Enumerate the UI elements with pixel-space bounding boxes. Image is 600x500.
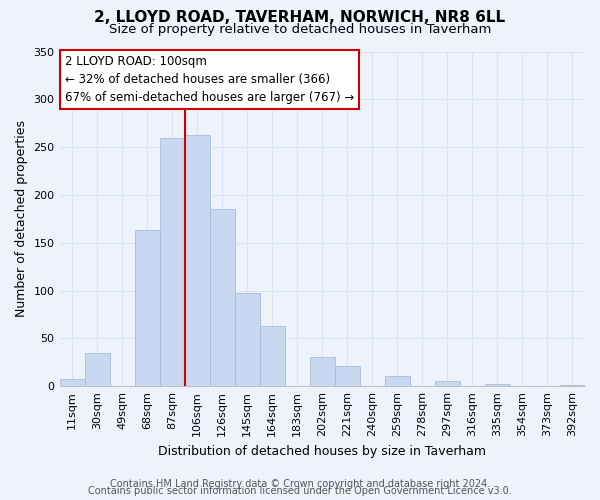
Bar — [560, 385, 585, 386]
Bar — [335, 366, 360, 386]
Text: 2 LLOYD ROAD: 100sqm
← 32% of detached houses are smaller (366)
67% of semi-deta: 2 LLOYD ROAD: 100sqm ← 32% of detached h… — [65, 55, 354, 104]
Text: Contains public sector information licensed under the Open Government Licence v3: Contains public sector information licen… — [88, 486, 512, 496]
Text: 2, LLOYD ROAD, TAVERHAM, NORWICH, NR8 6LL: 2, LLOYD ROAD, TAVERHAM, NORWICH, NR8 6L… — [94, 10, 506, 25]
Bar — [59, 378, 85, 386]
Bar — [435, 382, 460, 386]
Bar — [385, 376, 410, 386]
Bar — [134, 230, 160, 386]
Bar — [310, 358, 335, 386]
Bar — [160, 138, 185, 386]
Bar — [260, 326, 285, 386]
Text: Size of property relative to detached houses in Taverham: Size of property relative to detached ho… — [109, 22, 491, 36]
Bar — [209, 210, 235, 386]
Bar — [235, 294, 260, 386]
Y-axis label: Number of detached properties: Number of detached properties — [15, 120, 28, 318]
X-axis label: Distribution of detached houses by size in Taverham: Distribution of detached houses by size … — [158, 444, 486, 458]
Bar — [485, 384, 510, 386]
Bar — [185, 134, 209, 386]
Bar — [85, 352, 110, 386]
Text: Contains HM Land Registry data © Crown copyright and database right 2024.: Contains HM Land Registry data © Crown c… — [110, 479, 490, 489]
